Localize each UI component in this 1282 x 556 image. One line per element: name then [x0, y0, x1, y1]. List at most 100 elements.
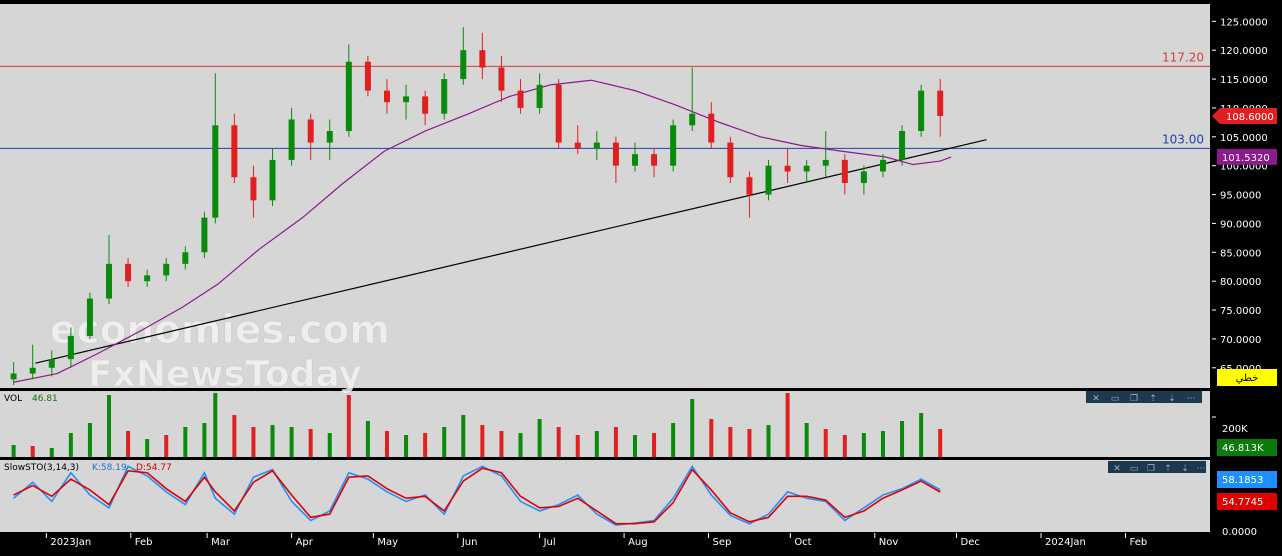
- candle[interactable]: [231, 125, 238, 178]
- candle[interactable]: [403, 96, 410, 103]
- candle[interactable]: [10, 373, 17, 380]
- volume-bar[interactable]: [900, 421, 905, 457]
- candle[interactable]: [651, 154, 658, 166]
- candle[interactable]: [536, 84, 543, 108]
- arrow-up-icon[interactable]: ⇡: [1164, 464, 1172, 474]
- candle[interactable]: [345, 61, 352, 132]
- volume-bar[interactable]: [671, 423, 676, 457]
- volume-bar[interactable]: [461, 415, 466, 457]
- candle[interactable]: [612, 142, 619, 166]
- candle[interactable]: [555, 84, 562, 143]
- volume-bar[interactable]: [107, 395, 112, 457]
- volume-bar[interactable]: [842, 435, 847, 457]
- candle[interactable]: [708, 113, 715, 143]
- volume-bar[interactable]: [68, 433, 73, 457]
- volume-bar[interactable]: [202, 423, 207, 457]
- volume-bar[interactable]: [11, 445, 16, 457]
- candle[interactable]: [841, 159, 848, 184]
- stochastic-panel[interactable]: [0, 460, 1210, 532]
- close-icon[interactable]: ✕: [1092, 394, 1100, 404]
- volume-bar[interactable]: [919, 413, 924, 457]
- candle[interactable]: [670, 125, 677, 166]
- candle[interactable]: [479, 50, 486, 68]
- arrow-down-icon[interactable]: ⇣: [1168, 394, 1176, 404]
- candle[interactable]: [307, 119, 314, 143]
- candle[interactable]: [441, 79, 448, 114]
- candle[interactable]: [879, 159, 886, 172]
- volume-bar[interactable]: [49, 448, 54, 457]
- candle[interactable]: [48, 359, 55, 368]
- volume-bar[interactable]: [823, 429, 828, 457]
- candle[interactable]: [269, 159, 276, 201]
- candle[interactable]: [125, 263, 132, 282]
- volume-bar[interactable]: [251, 427, 256, 457]
- candle[interactable]: [67, 336, 74, 360]
- candle[interactable]: [631, 154, 638, 166]
- volume-bar[interactable]: [442, 427, 447, 457]
- volume-bar[interactable]: [346, 395, 351, 457]
- volume-bar[interactable]: [87, 423, 92, 457]
- candle[interactable]: [106, 263, 113, 299]
- volume-bar[interactable]: [880, 431, 885, 457]
- candle[interactable]: [498, 67, 505, 91]
- candle[interactable]: [574, 142, 581, 149]
- candle[interactable]: [144, 275, 151, 282]
- candle[interactable]: [29, 367, 36, 374]
- volume-bar[interactable]: [518, 433, 523, 457]
- candle[interactable]: [784, 165, 791, 172]
- candle[interactable]: [746, 177, 753, 195]
- volume-bar[interactable]: [690, 399, 695, 457]
- volume-bar[interactable]: [652, 433, 657, 457]
- candle[interactable]: [383, 90, 390, 103]
- candle[interactable]: [182, 252, 189, 264]
- volume-bar[interactable]: [327, 433, 332, 457]
- restore-icon[interactable]: ❐: [1147, 464, 1155, 474]
- volume-bar[interactable]: [270, 425, 275, 457]
- volume-bar[interactable]: [145, 439, 150, 457]
- volume-bar[interactable]: [747, 429, 752, 457]
- candle[interactable]: [422, 96, 429, 114]
- volume-panel[interactable]: [0, 391, 1210, 457]
- more-icon[interactable]: ⋯: [1197, 464, 1206, 474]
- volume-bar[interactable]: [575, 435, 580, 457]
- candle[interactable]: [288, 119, 295, 160]
- volume-bar[interactable]: [632, 435, 637, 457]
- volume-bar[interactable]: [423, 433, 428, 457]
- volume-bar[interactable]: [183, 427, 188, 457]
- candle[interactable]: [918, 90, 925, 132]
- volume-bar[interactable]: [384, 431, 389, 457]
- candle[interactable]: [517, 90, 524, 108]
- volume-bar[interactable]: [861, 433, 866, 457]
- volume-bar[interactable]: [164, 435, 169, 457]
- volume-bar[interactable]: [556, 427, 561, 457]
- candle[interactable]: [765, 165, 772, 195]
- volume-bar[interactable]: [594, 431, 599, 457]
- maximize-icon[interactable]: ▭: [1111, 394, 1120, 404]
- candle[interactable]: [163, 263, 170, 276]
- volume-bar[interactable]: [499, 431, 504, 457]
- candle[interactable]: [937, 90, 944, 117]
- volume-bar[interactable]: [365, 421, 370, 457]
- candle[interactable]: [250, 177, 257, 201]
- volume-bar[interactable]: [785, 393, 790, 457]
- candle[interactable]: [364, 61, 371, 91]
- candle[interactable]: [689, 113, 696, 126]
- candle[interactable]: [860, 171, 867, 184]
- volume-bar[interactable]: [289, 427, 294, 457]
- volume-bar[interactable]: [728, 427, 733, 457]
- candle[interactable]: [460, 50, 467, 80]
- volume-bar[interactable]: [766, 425, 771, 457]
- volume-bar[interactable]: [213, 393, 218, 457]
- volume-bar[interactable]: [232, 415, 237, 457]
- candle[interactable]: [727, 142, 734, 178]
- volume-bar[interactable]: [613, 427, 618, 457]
- candle[interactable]: [803, 165, 810, 172]
- chart-type-button[interactable]: [1217, 369, 1277, 386]
- candle[interactable]: [822, 159, 829, 166]
- volume-bar[interactable]: [537, 419, 542, 457]
- more-icon[interactable]: ⋯: [1187, 394, 1196, 404]
- candle[interactable]: [86, 298, 93, 337]
- candle[interactable]: [899, 131, 906, 160]
- volume-bar[interactable]: [308, 429, 313, 457]
- volume-bar[interactable]: [30, 446, 35, 457]
